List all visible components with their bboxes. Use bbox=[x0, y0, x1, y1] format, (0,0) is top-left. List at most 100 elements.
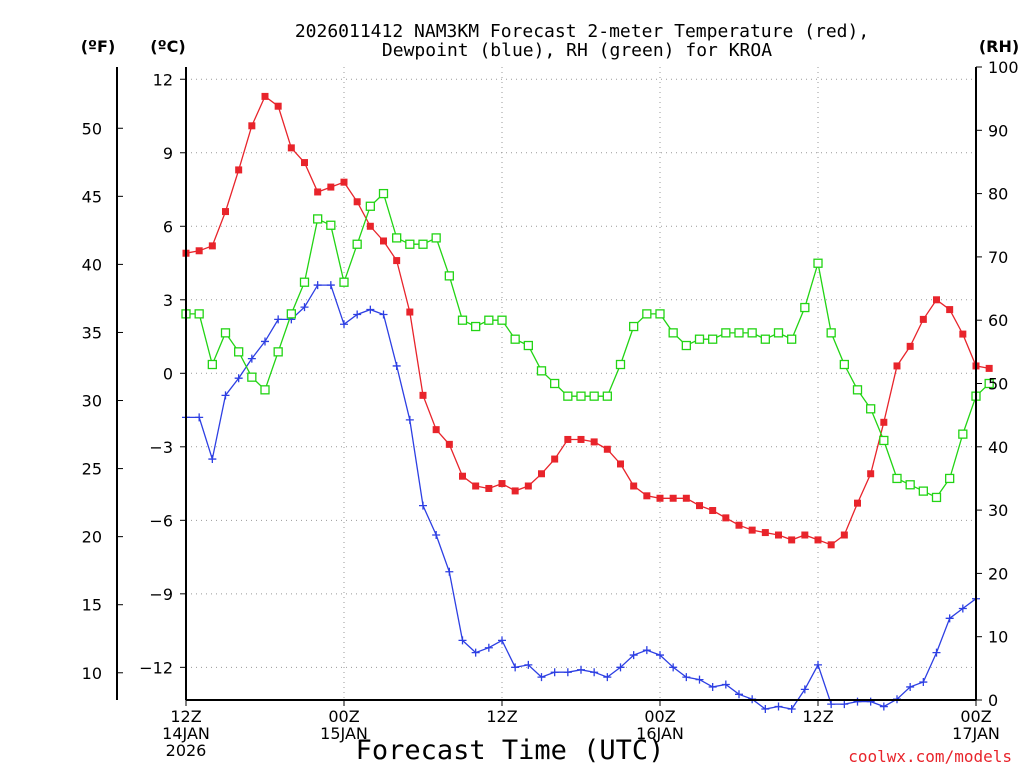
rh-point bbox=[576, 391, 586, 401]
rh-point bbox=[800, 302, 810, 313]
rh-point bbox=[668, 328, 678, 338]
rh-point bbox=[892, 473, 902, 484]
dewpoint-point bbox=[221, 391, 230, 400]
dewpoint-point bbox=[511, 663, 520, 672]
fahrenheit-tick-label: 35 bbox=[82, 323, 102, 342]
rh-point bbox=[721, 328, 731, 338]
rh-point bbox=[826, 328, 836, 338]
celsius-tick-label: −9 bbox=[149, 585, 173, 604]
rh-point bbox=[629, 321, 639, 332]
rh-unit-label: (RH) bbox=[979, 37, 1019, 56]
dewpoint-point bbox=[419, 501, 427, 510]
dewpoint-point bbox=[853, 697, 862, 706]
dewpoint-point bbox=[761, 704, 770, 713]
rh-point bbox=[405, 239, 415, 249]
dewpoint-point bbox=[353, 310, 362, 319]
temperature-point bbox=[761, 529, 769, 537]
dewpoint-point bbox=[326, 281, 335, 290]
dewpoint-line bbox=[186, 284, 977, 710]
temperature-point bbox=[867, 470, 875, 478]
rh-point bbox=[866, 404, 876, 414]
x-tick-label: 00Z bbox=[644, 707, 675, 726]
rh-point bbox=[378, 188, 389, 199]
temperature-point bbox=[393, 257, 401, 265]
rh-point bbox=[760, 334, 770, 344]
dewpoint-point bbox=[656, 651, 664, 660]
fahrenheit-tick-label: 15 bbox=[82, 596, 102, 615]
x-axis-label: Forecast Time (UTC) bbox=[356, 735, 665, 766]
temperature-point bbox=[314, 188, 322, 196]
temperature-point bbox=[748, 526, 756, 534]
temperature-point bbox=[709, 507, 717, 515]
dewpoint-point bbox=[616, 663, 625, 672]
dewpoint-point bbox=[629, 651, 638, 660]
rh-point bbox=[497, 315, 507, 325]
temperature-point bbox=[287, 144, 295, 152]
dewpoint-point bbox=[879, 702, 888, 711]
watermark: coolwx.com/models bbox=[848, 747, 1012, 766]
rh-point bbox=[313, 214, 323, 224]
axes-frame bbox=[116, 67, 977, 701]
temperature-point bbox=[643, 492, 651, 500]
celsius-tick-label: 3 bbox=[163, 291, 173, 310]
dewpoint-point bbox=[603, 673, 612, 682]
temperature-point bbox=[735, 521, 743, 529]
x-tick-label: 17JAN bbox=[952, 724, 1000, 743]
temperature-point bbox=[366, 222, 374, 230]
rh-point bbox=[655, 309, 665, 319]
dewpoint-point bbox=[958, 604, 967, 613]
dewpoint-point bbox=[484, 643, 493, 652]
celsius-tick-label: 12 bbox=[153, 70, 173, 89]
x-tick-label: 12Z bbox=[170, 707, 201, 726]
rh-point bbox=[773, 328, 784, 338]
rh-point bbox=[905, 480, 915, 490]
dewpoint-point bbox=[577, 665, 585, 674]
dewpoint-point bbox=[392, 361, 401, 370]
dewpoint-point bbox=[840, 700, 849, 709]
rh-point bbox=[550, 378, 560, 389]
temperature-point bbox=[248, 122, 256, 130]
rh-point bbox=[286, 309, 296, 319]
temperature-point bbox=[261, 92, 269, 100]
dewpoint-point bbox=[261, 337, 269, 346]
dewpoint-point bbox=[445, 567, 454, 576]
temperature-point bbox=[788, 536, 796, 544]
celsius-tick-label: 0 bbox=[163, 364, 173, 383]
rh-tick-label: 100 bbox=[988, 58, 1019, 77]
temperature-point bbox=[946, 306, 954, 314]
rh-point bbox=[207, 359, 217, 370]
celsius-tick-label: 9 bbox=[163, 144, 173, 163]
dewpoint-point bbox=[458, 636, 467, 645]
celsius-tick-label: −12 bbox=[139, 658, 173, 677]
rh-point bbox=[260, 385, 270, 395]
fahrenheit-tick-label: 30 bbox=[82, 392, 102, 411]
temperature-point bbox=[511, 487, 519, 495]
rh-tick-label: 40 bbox=[988, 438, 1008, 457]
x-tick-label: 14JAN bbox=[162, 724, 210, 743]
rh-tick-label: 10 bbox=[988, 628, 1008, 647]
dewpoint-point bbox=[919, 678, 928, 687]
rh-line bbox=[186, 192, 990, 499]
dewpoint-point bbox=[524, 660, 533, 669]
rh-point bbox=[299, 277, 310, 287]
rh-tick-label: 20 bbox=[988, 564, 1008, 583]
celsius-unit-label: (ºC) bbox=[150, 37, 185, 56]
dewpoint-point bbox=[827, 700, 836, 709]
rh-point bbox=[471, 321, 481, 332]
temperature-point bbox=[590, 438, 598, 446]
temperature-point bbox=[827, 541, 835, 549]
dewpoint-point bbox=[432, 531, 441, 540]
dewpoint-point bbox=[800, 685, 809, 694]
dewpoint-point bbox=[208, 455, 217, 464]
dewpoint-point bbox=[642, 646, 651, 655]
rh-tick-label: 50 bbox=[988, 375, 1008, 394]
fahrenheit-tick-label: 20 bbox=[82, 528, 102, 547]
rh-point bbox=[418, 239, 428, 249]
temperature-point bbox=[538, 470, 545, 478]
temperature-point bbox=[235, 166, 243, 174]
fahrenheit-tick-label: 25 bbox=[82, 460, 102, 479]
temperature-point bbox=[524, 482, 532, 490]
dewpoint-point bbox=[590, 668, 599, 677]
